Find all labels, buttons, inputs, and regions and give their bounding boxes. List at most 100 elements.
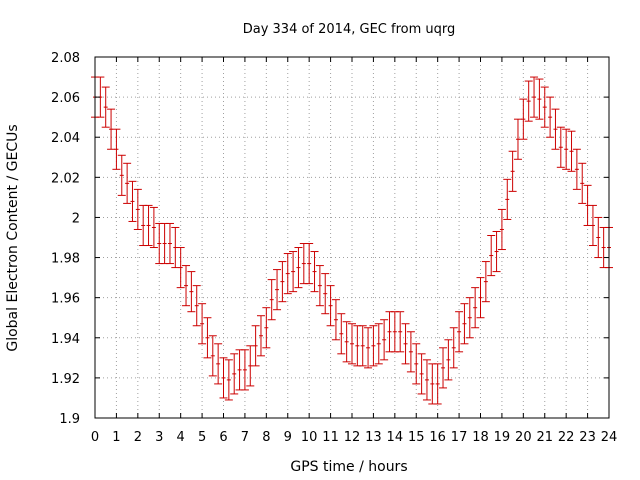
data-point — [374, 323, 383, 365]
data-point — [133, 188, 142, 230]
data-point — [101, 86, 110, 128]
x-tick-label: 17 — [451, 430, 468, 445]
y-tick-label: 1.92 — [51, 372, 80, 387]
x-tick-label: 5 — [198, 430, 206, 445]
data-point — [513, 118, 522, 160]
x-tick-label: 10 — [301, 430, 318, 445]
data-point — [139, 204, 148, 247]
data-point — [251, 325, 260, 367]
data-point — [546, 96, 555, 138]
tick-labels: 0 1 2 3 4 5 6 7 8 9 10 11 12 13 14 15 16 17 18 19 20 21 22 23 24… — [51, 51, 617, 445]
y-tick-label: 2.02 — [51, 171, 80, 186]
data-point — [417, 353, 426, 395]
data-point — [294, 247, 303, 289]
x-tick-label: 24 — [601, 430, 618, 445]
data-point — [107, 108, 116, 150]
x-tick-label: 20 — [515, 430, 532, 445]
x-axis-title: GPS time / hours — [290, 459, 407, 475]
y-tick-label: 1.94 — [51, 332, 80, 347]
y-tick-label: 2 — [72, 211, 80, 226]
data-point — [182, 265, 191, 307]
data-point — [224, 359, 233, 401]
x-tick-label: 9 — [284, 430, 292, 445]
data-point — [412, 343, 421, 385]
data-point — [562, 128, 571, 170]
data-point — [348, 323, 356, 365]
data-point — [337, 313, 346, 355]
data-point — [235, 349, 244, 391]
data-point — [219, 357, 228, 399]
data-point — [144, 204, 153, 247]
data-point — [390, 311, 399, 353]
data-point — [208, 335, 217, 377]
data-point — [556, 126, 565, 168]
y-tick-label: 2.04 — [51, 131, 80, 146]
data-point — [503, 178, 512, 220]
data-point — [149, 206, 158, 249]
data-series — [91, 76, 613, 405]
x-tick-label: 14 — [387, 430, 404, 445]
data-point — [380, 319, 389, 361]
data-point — [123, 162, 132, 204]
data-point — [551, 108, 560, 150]
data-point — [449, 327, 458, 369]
data-point — [273, 269, 282, 311]
x-tick-label: 19 — [494, 430, 511, 445]
data-point — [331, 299, 340, 341]
data-point — [299, 243, 308, 285]
data-point — [567, 130, 576, 172]
data-point — [406, 331, 415, 373]
data-point — [460, 303, 469, 345]
data-point — [433, 363, 442, 405]
data-point — [165, 222, 174, 265]
data-point — [128, 180, 137, 222]
data-point — [310, 251, 319, 293]
data-point — [524, 80, 533, 122]
data-point — [487, 234, 496, 277]
data-point — [599, 226, 608, 269]
y-tick-label: 2.06 — [51, 91, 80, 106]
data-point — [535, 78, 544, 120]
y-tick-label: 1.98 — [51, 252, 80, 267]
x-tick-label: 11 — [322, 430, 339, 445]
data-point — [401, 323, 410, 365]
x-tick-label: 16 — [429, 430, 446, 445]
data-point — [465, 297, 474, 339]
data-point — [455, 311, 464, 353]
data-point — [171, 226, 180, 269]
y-tick-label: 1.9 — [59, 412, 80, 427]
data-point — [267, 279, 276, 321]
data-point — [305, 243, 314, 285]
data-point — [214, 343, 223, 385]
x-tick-label: 8 — [262, 430, 270, 445]
data-point — [588, 204, 597, 247]
data-point — [192, 285, 201, 327]
axis-ticks — [94, 56, 610, 419]
chart-title: Day 334 of 2014, GEC from uqrg — [243, 22, 456, 37]
x-tick-label: 6 — [219, 430, 227, 445]
data-point — [187, 271, 196, 313]
data-point — [240, 349, 249, 391]
x-tick-label: 7 — [241, 430, 249, 445]
x-tick-label: 23 — [579, 430, 596, 445]
x-tick-label: 13 — [365, 430, 382, 445]
x-tick-label: 12 — [344, 430, 361, 445]
x-tick-label: 21 — [536, 430, 553, 445]
data-point — [326, 285, 335, 327]
data-point — [422, 359, 431, 401]
x-tick-label: 22 — [558, 430, 575, 445]
data-point — [262, 307, 271, 349]
x-tick-label: 3 — [155, 430, 163, 445]
data-point — [112, 128, 121, 170]
data-point — [117, 154, 126, 196]
data-point — [321, 273, 330, 315]
y-axis-title: Global Electron Content / GECUs — [5, 124, 21, 351]
data-point — [155, 222, 164, 265]
data-point — [315, 265, 324, 307]
data-point — [540, 86, 549, 128]
data-point — [289, 251, 298, 293]
data-point — [358, 325, 367, 367]
data-point — [230, 353, 239, 395]
